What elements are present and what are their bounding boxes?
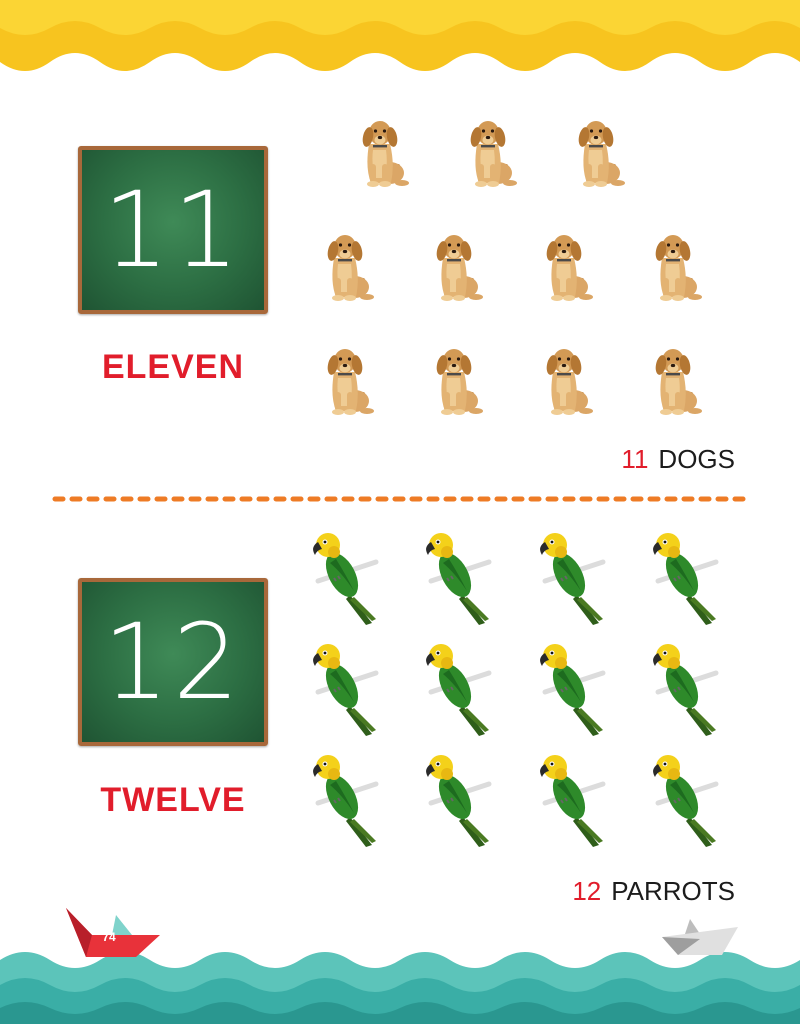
parrot-count-number: 12 bbox=[572, 876, 602, 906]
puppy-icon bbox=[324, 347, 376, 417]
puppy-icon bbox=[652, 347, 704, 417]
dog-count-number: 11 bbox=[621, 444, 649, 474]
puppy-icon bbox=[652, 233, 704, 303]
parrot-icon bbox=[313, 533, 376, 625]
red-paper-boat-icon bbox=[66, 908, 160, 957]
chalkboard-eleven: 11 bbox=[78, 146, 268, 314]
top-wave-banner bbox=[0, 0, 800, 71]
parrot-icon bbox=[540, 533, 603, 625]
parrot-icon bbox=[540, 644, 603, 736]
parrot-icon bbox=[653, 755, 716, 847]
bottom-wave-banner bbox=[0, 952, 800, 1024]
number-word-twelve: TWELVE bbox=[100, 781, 246, 819]
puppy-icon bbox=[467, 119, 519, 189]
parrot-icon bbox=[653, 533, 716, 625]
parrot-icon bbox=[426, 755, 489, 847]
parrot-icon bbox=[426, 644, 489, 736]
chalkboard-twelve: 12 bbox=[78, 578, 268, 746]
grey-paper-boat-icon bbox=[662, 919, 738, 955]
puppy-icon bbox=[543, 233, 595, 303]
dog-count-caption: 11 DOGS bbox=[621, 444, 735, 475]
parrot-count-caption: 12 PARROTS bbox=[572, 876, 735, 907]
dog-picture-grid bbox=[324, 119, 704, 417]
puppy-icon bbox=[433, 347, 485, 417]
puppy-icon bbox=[359, 119, 411, 189]
parrot-count-noun: PARROTS bbox=[611, 876, 735, 906]
parrot-icon bbox=[540, 755, 603, 847]
number-word-eleven: ELEVEN bbox=[101, 348, 245, 386]
section-divider bbox=[52, 496, 753, 502]
puppy-icon bbox=[433, 233, 485, 303]
parrot-picture-grid bbox=[300, 520, 750, 870]
puppy-icon bbox=[575, 119, 627, 189]
board-numeral: 11 bbox=[102, 169, 244, 291]
dog-count-noun: DOGS bbox=[658, 444, 735, 474]
parrot-icon bbox=[653, 644, 716, 736]
board-numeral: 12 bbox=[102, 601, 244, 723]
puppy-icon bbox=[324, 233, 376, 303]
page-number: 74 bbox=[102, 930, 116, 944]
parrot-icon bbox=[313, 755, 376, 847]
parrot-icon bbox=[426, 533, 489, 625]
parrot-icon bbox=[313, 644, 376, 736]
puppy-icon bbox=[543, 347, 595, 417]
